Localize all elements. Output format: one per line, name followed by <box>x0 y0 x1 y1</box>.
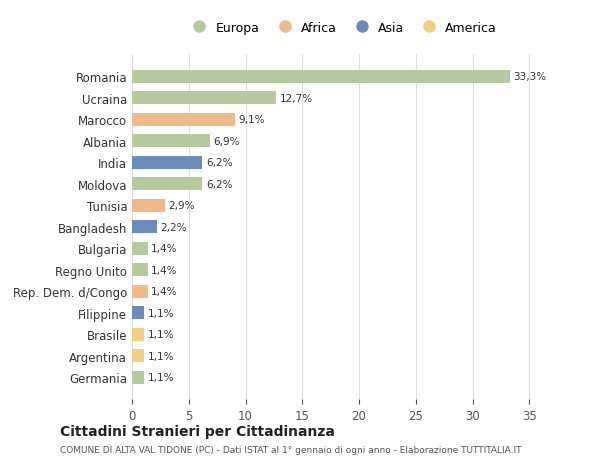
Text: 2,2%: 2,2% <box>160 222 187 232</box>
Text: 12,7%: 12,7% <box>280 94 313 104</box>
Bar <box>132 71 510 84</box>
Text: 1,1%: 1,1% <box>148 351 175 361</box>
Text: 1,1%: 1,1% <box>148 308 175 318</box>
Bar <box>132 285 148 298</box>
Bar <box>132 221 157 234</box>
Bar <box>132 349 145 362</box>
Text: 1,1%: 1,1% <box>148 372 175 382</box>
Bar <box>132 242 148 255</box>
Bar <box>132 371 145 384</box>
Text: 2,9%: 2,9% <box>169 201 195 211</box>
Bar <box>132 92 276 105</box>
Text: 1,1%: 1,1% <box>148 330 175 339</box>
Bar <box>132 157 202 169</box>
Text: 1,4%: 1,4% <box>151 286 178 297</box>
Bar <box>132 199 165 212</box>
Text: 6,2%: 6,2% <box>206 179 232 189</box>
Text: 1,4%: 1,4% <box>151 265 178 275</box>
Legend: Europa, Africa, Asia, America: Europa, Africa, Asia, America <box>182 17 502 39</box>
Text: 6,9%: 6,9% <box>214 136 240 146</box>
Bar <box>132 135 211 148</box>
Text: 33,3%: 33,3% <box>514 72 547 82</box>
Text: 1,4%: 1,4% <box>151 244 178 254</box>
Bar <box>132 113 235 127</box>
Text: 6,2%: 6,2% <box>206 158 232 168</box>
Text: COMUNE DI ALTA VAL TIDONE (PC) - Dati ISTAT al 1° gennaio di ogni anno - Elabora: COMUNE DI ALTA VAL TIDONE (PC) - Dati IS… <box>60 445 521 454</box>
Bar <box>132 328 145 341</box>
Bar <box>132 307 145 319</box>
Text: Cittadini Stranieri per Cittadinanza: Cittadini Stranieri per Cittadinanza <box>60 425 335 438</box>
Text: 9,1%: 9,1% <box>239 115 265 125</box>
Bar <box>132 178 202 191</box>
Bar <box>132 263 148 276</box>
